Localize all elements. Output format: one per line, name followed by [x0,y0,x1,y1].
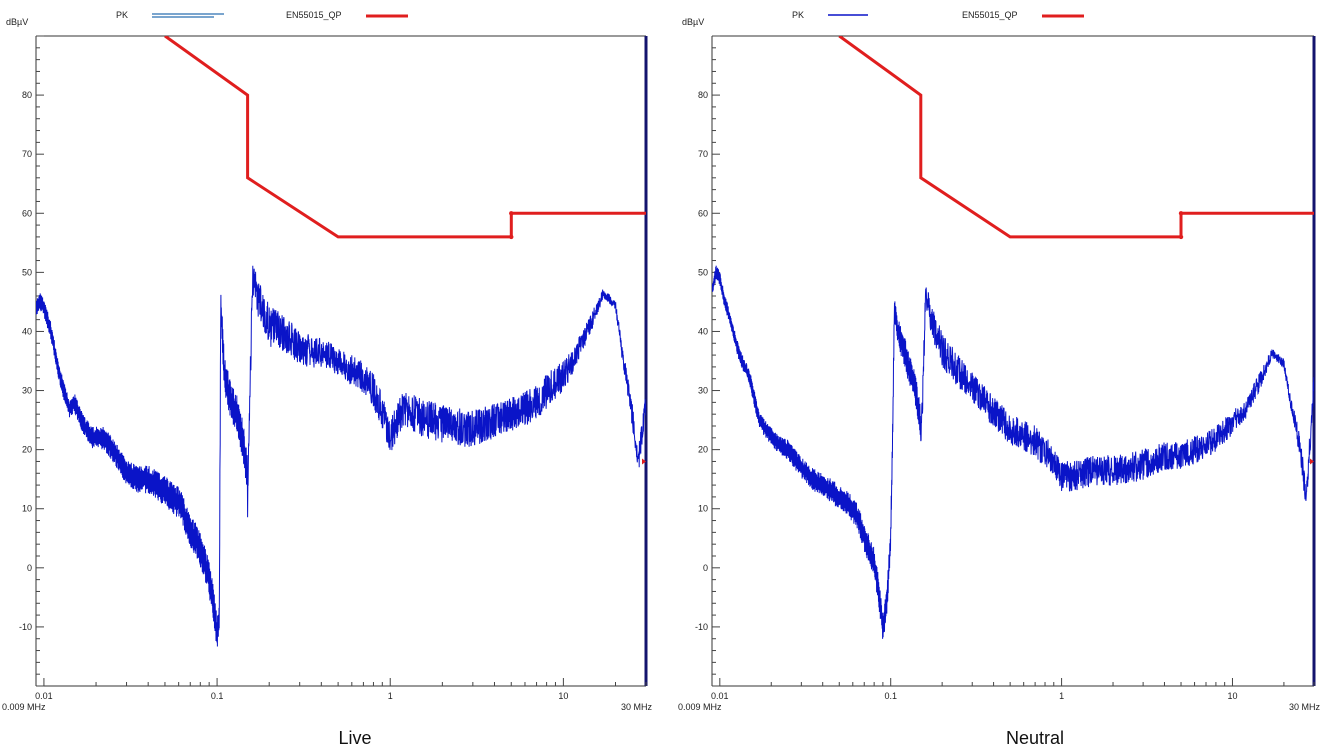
y-tick-label: -10 [695,622,708,632]
x-end-label: 30 MHz [621,702,653,712]
x-end-label: 30 MHz [1289,702,1321,712]
legend-label-qp: EN55015_QP [286,10,342,20]
series-pk-line [36,265,646,647]
series-qp-limit-line [164,36,646,239]
y-tick-label: 80 [22,90,32,100]
qp-step-marker [1178,211,1184,216]
x-tick-label: 0.01 [711,691,729,701]
end-marker [1310,458,1314,465]
live-caption: Live [338,728,372,748]
y-tick-label: 30 [22,386,32,396]
qp-step-marker [509,211,514,216]
y-tick-label: 40 [698,326,708,336]
legend-label-pk: PK [116,10,128,20]
y-tick-label: 20 [698,445,708,455]
y-tick-label: 70 [22,149,32,159]
y-tick-label: 30 [698,386,708,396]
x-tick-label: 0.01 [35,691,53,701]
plot-area [36,36,646,647]
y-tick-label: 60 [22,208,32,218]
y-tick-label: 40 [22,326,32,336]
y-tick-label: 20 [22,445,32,455]
chart-neutral: -10 0 10 20 30 40 50 60 70 80 dBµV 0.01 0.1 1 10 0.009 … [678,10,1320,712]
qp-step-marker [509,234,514,240]
legend-label-pk: PK [792,10,804,20]
neutral-caption: Neutral [1005,728,1065,748]
series-qp-limit-line [838,36,1314,239]
y-tick-label: 70 [698,149,708,159]
x-start-label: 0.009 MHz [678,702,722,712]
x-tick-label: 1 [1059,691,1064,701]
legend-label-qp: EN55015_QP [962,10,1018,20]
y-axis-unit: dBµV [682,17,704,27]
x-tick-label: 0.1 [884,691,897,701]
y-tick-label: -10 [19,622,32,632]
chart-live: -10 0 10 20 30 40 50 60 70 80 dBµV 0.01 0.1 1 10 0.009 … [2,10,652,712]
x-start-label: 0.009 MHz [2,702,46,712]
y-tick-label: 60 [698,208,708,218]
plot-area [712,36,1314,639]
y-tick-label: 0 [27,563,32,573]
y-axis-unit: dBµV [6,17,28,27]
x-tick-label: 1 [388,691,393,701]
x-tick-label: 10 [1227,691,1237,701]
series-pk-line [712,265,1314,639]
y-tick-label: 10 [698,504,708,514]
y-tick-label: 80 [698,90,708,100]
y-tick-label: 0 [703,563,708,573]
qp-step-marker [1178,234,1184,240]
end-marker [642,458,646,465]
y-tick-label: 10 [22,504,32,514]
y-tick-label: 50 [22,267,32,277]
x-tick-label: 0.1 [211,691,224,701]
y-tick-label: 50 [698,267,708,277]
x-tick-label: 10 [558,691,568,701]
